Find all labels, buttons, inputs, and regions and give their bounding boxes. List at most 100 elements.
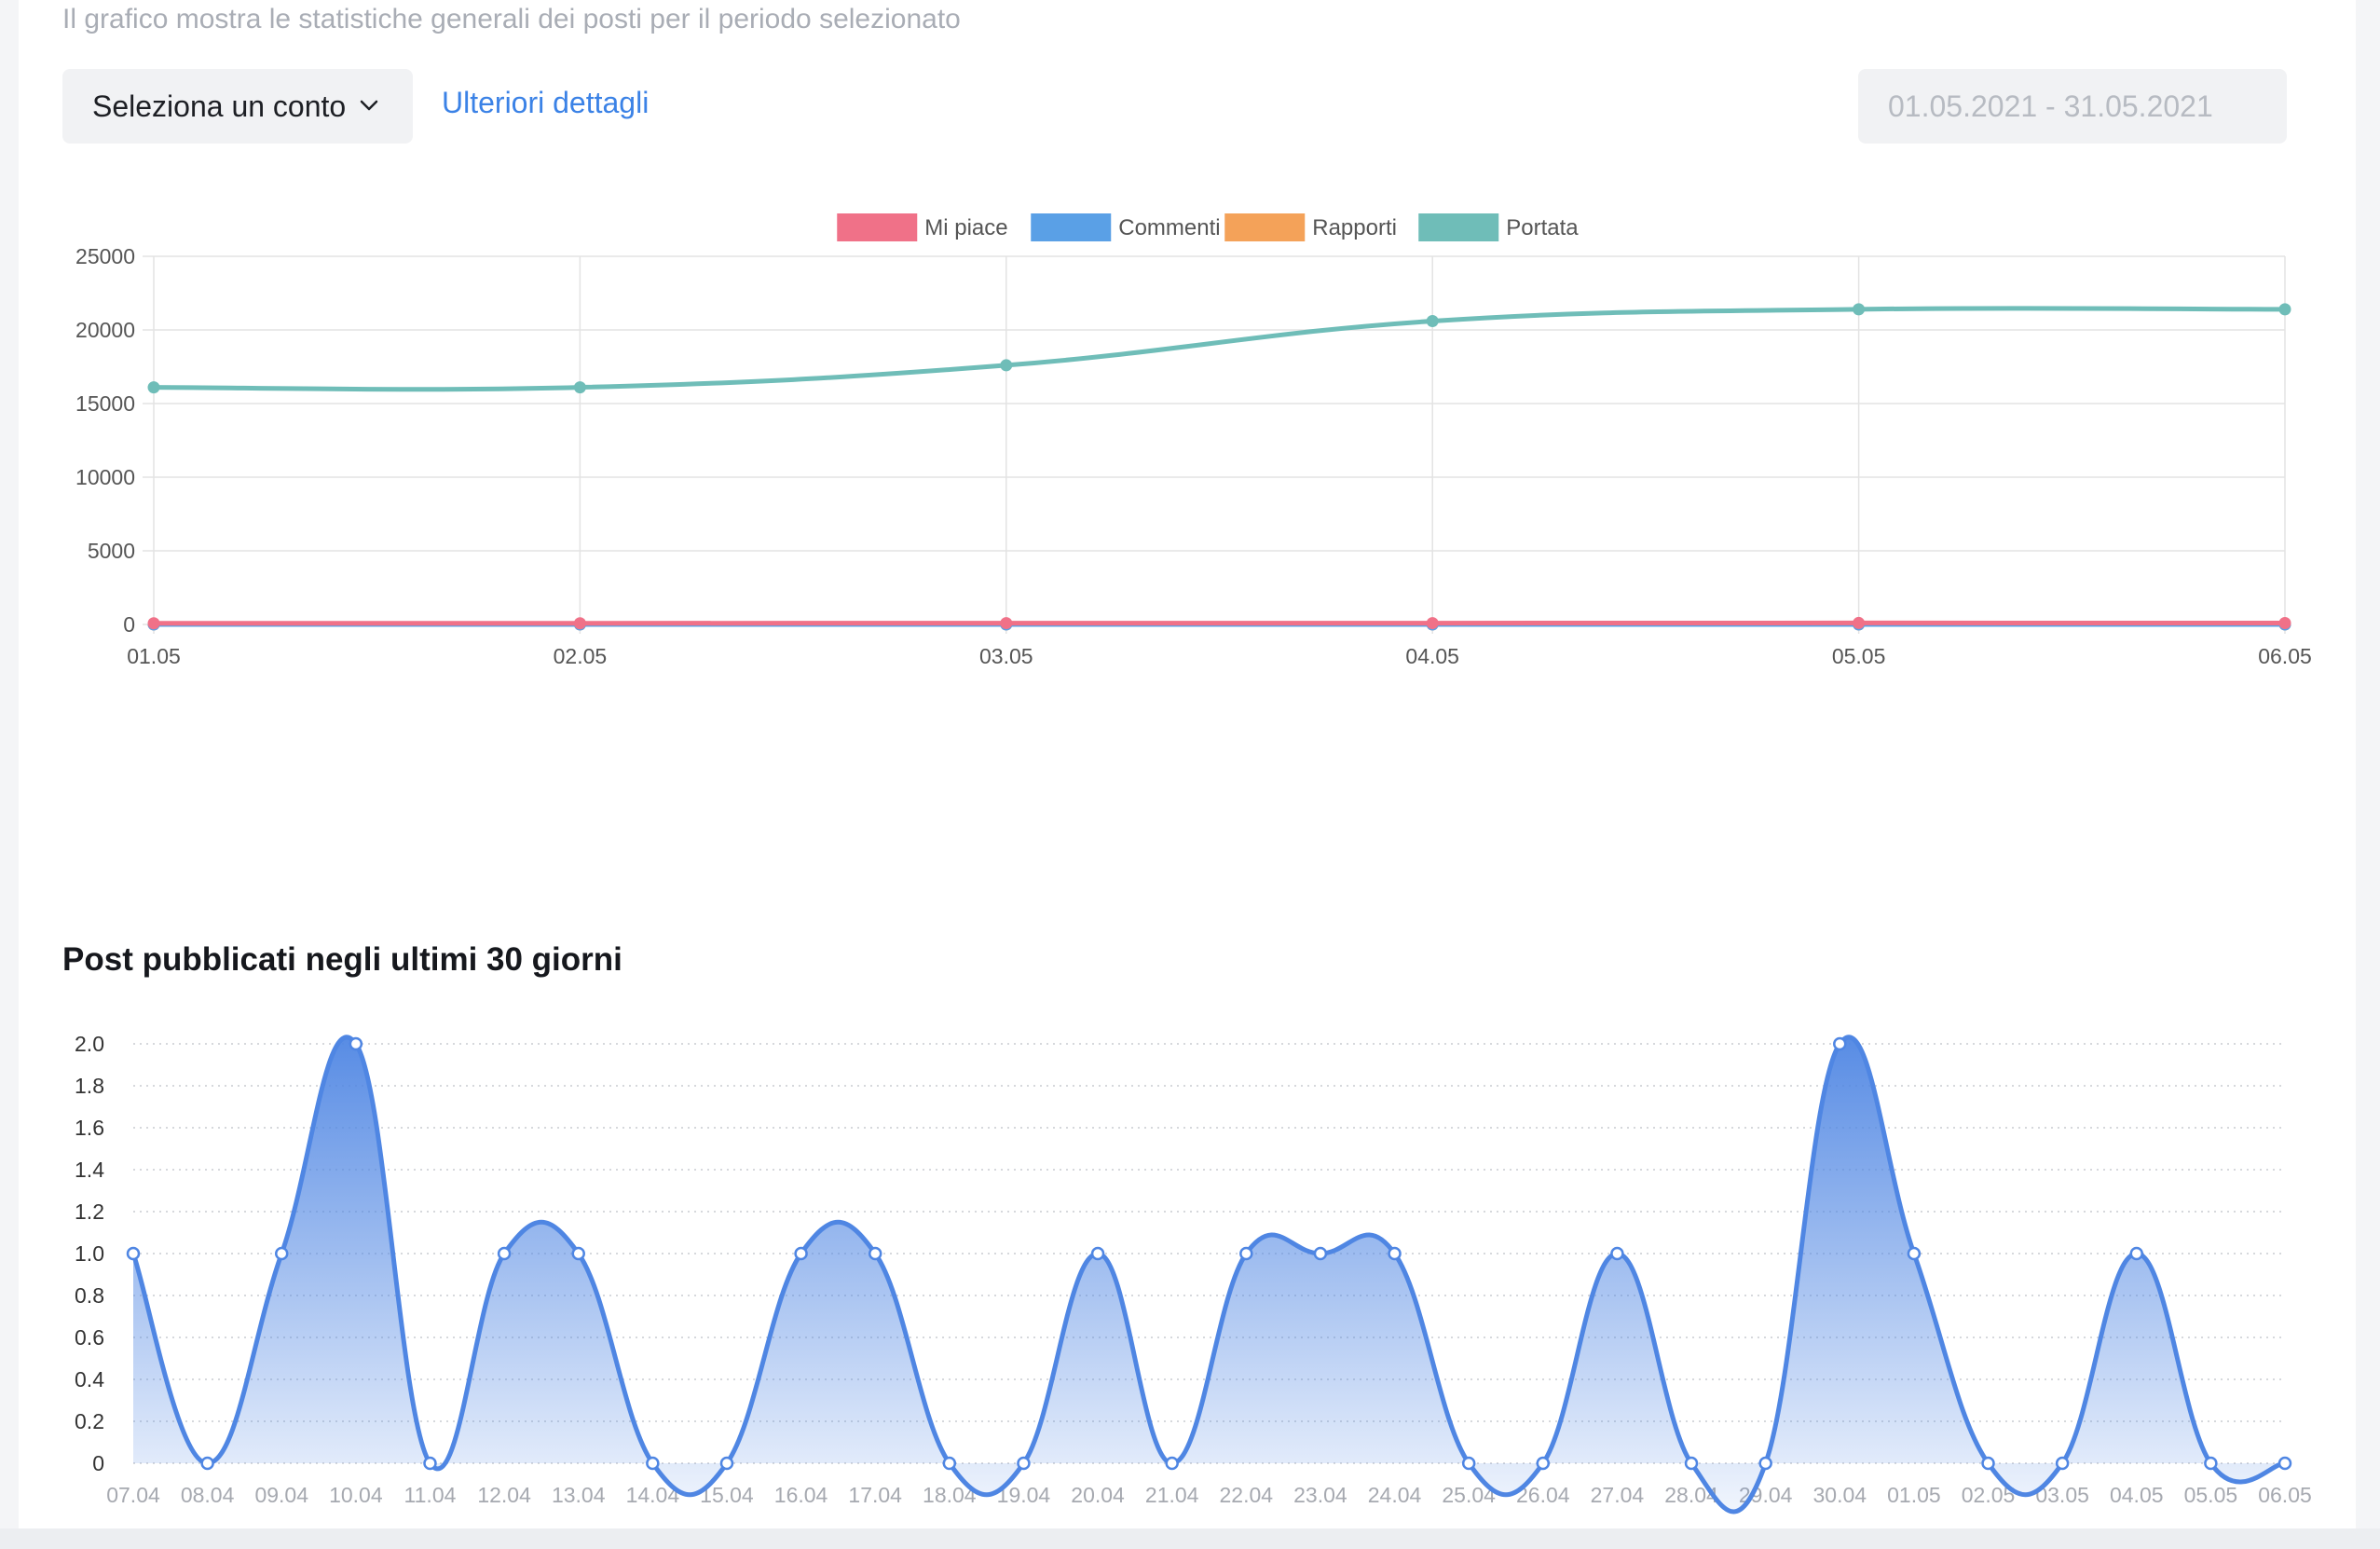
x-tick-label: 09.04 [254, 1483, 308, 1507]
y-tick-label: 0.8 [75, 1283, 104, 1308]
x-tick-label: 05.05 [1832, 644, 1886, 668]
x-tick-label: 24.04 [1368, 1483, 1422, 1507]
x-tick-label: 13.04 [552, 1483, 606, 1507]
y-tick-label: 2.0 [75, 1032, 104, 1056]
date-range-picker[interactable]: 01.05.2021 - 31.05.2021 [1858, 69, 2287, 144]
y-tick-label: 0.2 [75, 1409, 104, 1433]
x-tick-label: 20.04 [1071, 1483, 1125, 1507]
y-tick-label: 0 [123, 612, 135, 637]
data-point [126, 1246, 141, 1261]
legend-swatch [837, 213, 918, 241]
x-tick-label: 21.04 [1145, 1483, 1199, 1507]
stats-card [19, 0, 2356, 1528]
data-point [1426, 617, 1439, 630]
x-tick-label: 01.05 [127, 644, 181, 668]
series-line [153, 306, 2286, 392]
data-point [349, 1036, 363, 1051]
y-tick-label: 0 [92, 1451, 104, 1475]
data-point [1090, 1246, 1105, 1261]
data-point [1426, 315, 1439, 328]
data-point [1758, 1456, 1772, 1471]
y-tick-label: 15000 [75, 391, 135, 416]
legend-label: Commenti [1118, 215, 1220, 240]
x-tick-label: 06.05 [2258, 644, 2312, 668]
x-tick-label: 12.04 [477, 1483, 531, 1507]
account-select[interactable]: Seleziona un conto [62, 69, 413, 144]
posts-published-area-chart: 0 0.2 0.4 0.6 0.8 1.0 1.2 1.4 1.6 1.8 2.0 07.04 08.0… [75, 1032, 2312, 1515]
posts-section-title: Post pubblicati negli ultimi 30 giorni [62, 941, 622, 978]
x-tick-label: 30.04 [1812, 1483, 1867, 1507]
y-tick-label: 1.0 [75, 1241, 104, 1266]
data-point [719, 1456, 734, 1471]
x-tick-label: 17.04 [848, 1483, 902, 1507]
data-point [2055, 1456, 2070, 1471]
series-line [130, 1035, 2286, 1515]
y-tick-label: 5000 [88, 539, 135, 563]
x-tick-label: 16.04 [774, 1483, 828, 1507]
y-tick-label: 1.4 [75, 1158, 104, 1182]
data-point [573, 617, 586, 630]
x-tick-label: 06.05 [2258, 1483, 2312, 1507]
x-tick-label: 02.05 [554, 644, 608, 668]
x-tick-label: 27.04 [1591, 1483, 1645, 1507]
y-tick-label: 25000 [75, 244, 135, 268]
legend-swatch [1224, 213, 1306, 241]
post-stats-line-chart: 0 5000 10000 15000 20000 25000 01.05 02.05 03.05… [75, 213, 2312, 668]
y-tick-label: 1.8 [75, 1074, 104, 1098]
x-tick-label: 10.04 [329, 1483, 383, 1507]
x-tick-label: 04.05 [2110, 1483, 2164, 1507]
x-tick-label: 03.05 [979, 644, 1033, 668]
data-point [646, 1456, 660, 1471]
data-point [274, 1246, 289, 1261]
data-point [1461, 1456, 1476, 1471]
data-point [423, 1456, 437, 1471]
data-point [1017, 1456, 1031, 1471]
legend-swatch [1031, 213, 1112, 241]
data-point [2278, 616, 2291, 629]
y-tick-label: 0.6 [75, 1325, 104, 1350]
chevron-down-icon [360, 100, 378, 111]
data-point [1313, 1246, 1328, 1261]
x-tick-label: 01.05 [1887, 1483, 1941, 1507]
y-tick-label: 20000 [75, 318, 135, 342]
legend-swatch [1418, 213, 1499, 241]
legend-label: Portata [1506, 215, 1579, 240]
data-point [794, 1246, 808, 1261]
data-point [1833, 1036, 1847, 1051]
data-point [1684, 1456, 1699, 1471]
data-point [147, 617, 160, 630]
data-point [942, 1456, 957, 1471]
y-tick-label: 10000 [75, 465, 135, 489]
account-select-label: Seleziona un conto [92, 89, 347, 123]
data-point [868, 1246, 882, 1261]
data-point [1907, 1246, 1922, 1261]
data-point [1536, 1456, 1551, 1471]
page-footer-strip [0, 1528, 2380, 1549]
legend-label: Mi piace [924, 215, 1007, 240]
legend-label: Rapporti [1312, 215, 1397, 240]
x-tick-label: 23.04 [1293, 1483, 1347, 1507]
details-link[interactable]: Ulteriori dettagli [442, 86, 650, 119]
data-point [1853, 616, 1866, 629]
data-point [571, 1246, 585, 1261]
data-point [1000, 359, 1013, 372]
data-point [1388, 1246, 1402, 1261]
y-tick-label: 1.6 [75, 1116, 104, 1140]
x-tick-label: 22.04 [1220, 1483, 1274, 1507]
x-tick-label: 11.04 [404, 1483, 457, 1507]
x-tick-label: 05.05 [2184, 1483, 2238, 1507]
data-point [1853, 303, 1866, 316]
data-point [2204, 1456, 2218, 1471]
x-tick-label: 08.04 [181, 1483, 235, 1507]
data-point [1610, 1246, 1624, 1261]
data-point [1000, 617, 1013, 630]
data-point [1165, 1456, 1179, 1471]
area-fill [133, 1036, 2285, 1512]
data-point [2277, 1456, 2292, 1471]
y-tick-label: 1.2 [75, 1199, 104, 1224]
x-tick-label: 07.04 [106, 1483, 160, 1507]
data-point [2278, 303, 2291, 316]
chart-description: Il grafico mostra le statistiche general… [62, 4, 961, 34]
data-point [1239, 1246, 1253, 1261]
y-tick-label: 0.4 [75, 1367, 104, 1391]
